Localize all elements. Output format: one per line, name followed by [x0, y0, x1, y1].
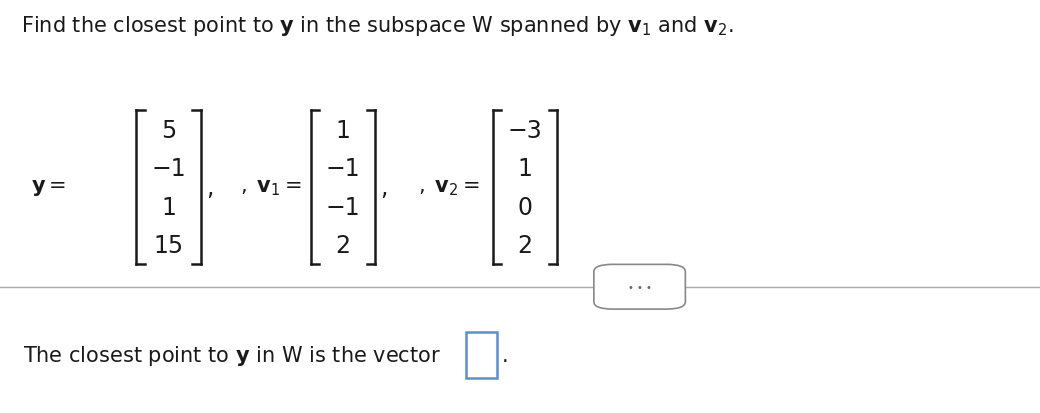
Text: Find the closest point to $\mathbf{y}$ in the subspace W spanned by $\mathbf{v}_: Find the closest point to $\mathbf{y}$ i… [21, 14, 733, 38]
Text: 15: 15 [154, 234, 183, 257]
Text: • • •: • • • [628, 282, 651, 292]
Text: 2: 2 [518, 234, 532, 257]
Text: ,: , [381, 176, 388, 200]
FancyBboxPatch shape [466, 332, 497, 378]
Text: 0: 0 [518, 195, 532, 219]
Text: 5: 5 [161, 119, 176, 142]
Text: .: . [501, 345, 508, 365]
Text: −1: −1 [151, 157, 186, 180]
Text: $,\;\mathbf{v}_1=$: $,\;\mathbf{v}_1=$ [240, 178, 302, 198]
Text: 2: 2 [336, 234, 350, 257]
Text: −1: −1 [326, 195, 361, 219]
FancyBboxPatch shape [594, 265, 685, 309]
Text: 1: 1 [161, 195, 176, 219]
Text: 1: 1 [336, 119, 350, 142]
Text: 1: 1 [518, 157, 532, 180]
Text: −1: −1 [326, 157, 361, 180]
Text: The closest point to $\mathbf{y}$ in W is the vector: The closest point to $\mathbf{y}$ in W i… [23, 343, 441, 367]
Text: ,: , [206, 176, 213, 200]
Text: −3: −3 [508, 119, 543, 142]
Text: $\mathbf{y}=$: $\mathbf{y}=$ [31, 178, 67, 198]
Text: $,\;\mathbf{v}_2=$: $,\;\mathbf{v}_2=$ [418, 178, 479, 198]
